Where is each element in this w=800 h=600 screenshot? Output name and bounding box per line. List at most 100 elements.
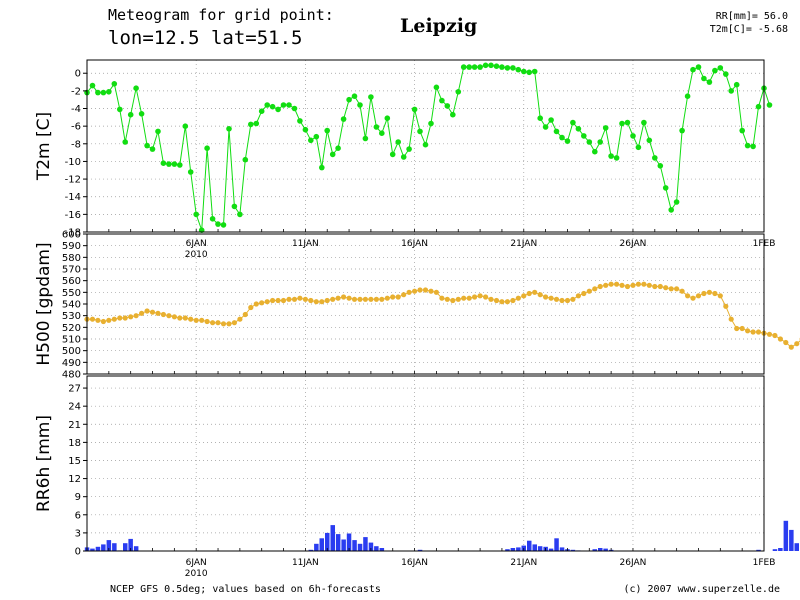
- data-point: [613, 155, 620, 161]
- data-point: [548, 117, 554, 123]
- data-point: [264, 299, 270, 305]
- data-point: [324, 127, 331, 134]
- data-point: [390, 294, 396, 300]
- data-point: [766, 102, 773, 108]
- data-point: [695, 64, 702, 70]
- data-point: [739, 325, 745, 332]
- x-year-label: 2010: [185, 569, 208, 579]
- data-point: [144, 142, 150, 149]
- y-tick-label: 560: [62, 276, 81, 287]
- data-point: [466, 64, 473, 70]
- data-point: [624, 283, 631, 290]
- data-point: [701, 75, 707, 82]
- data-point: [657, 283, 663, 290]
- data-point: [242, 156, 249, 163]
- data-point: [106, 317, 112, 323]
- bar: [128, 538, 133, 551]
- x-tick-label: 21JAN: [510, 558, 537, 568]
- data-point: [586, 288, 592, 294]
- data-point: [592, 148, 598, 155]
- data-point: [543, 294, 549, 300]
- data-point: [673, 199, 680, 205]
- data-point: [422, 287, 429, 293]
- data-point: [411, 106, 418, 113]
- data-point: [488, 62, 494, 69]
- bar: [510, 548, 516, 551]
- data-point: [95, 317, 101, 323]
- data-point: [723, 303, 729, 309]
- x-tick-label: 11JAN: [292, 558, 319, 568]
- data-point: [291, 296, 298, 302]
- series-line: [86, 64, 770, 231]
- y-tick-label: 570: [62, 265, 81, 276]
- panel-frame: [86, 375, 765, 552]
- bar: [783, 520, 789, 551]
- y-tick-label: -10: [65, 157, 81, 168]
- data-point: [177, 315, 183, 321]
- data-point: [379, 296, 385, 302]
- data-layer: [84, 62, 800, 551]
- data-point: [750, 143, 756, 150]
- data-point: [264, 102, 271, 108]
- data-point: [269, 103, 276, 110]
- data-point: [685, 293, 691, 299]
- data-point: [226, 126, 232, 132]
- data-point: [619, 282, 625, 288]
- data-point: [477, 293, 483, 299]
- data-point: [149, 309, 156, 315]
- data-point: [745, 328, 751, 334]
- data-point: [450, 297, 456, 304]
- data-point: [472, 294, 478, 300]
- data-point: [171, 314, 177, 320]
- data-point: [586, 139, 593, 145]
- data-point: [657, 163, 664, 169]
- data-point: [258, 108, 265, 114]
- data-point: [106, 89, 112, 95]
- data-point: [319, 164, 325, 171]
- bar: [335, 534, 341, 551]
- data-point: [461, 295, 467, 301]
- data-point: [428, 120, 434, 127]
- bar: [505, 549, 510, 551]
- bar: [368, 542, 374, 551]
- y-tick-label: 540: [62, 300, 81, 311]
- data-point: [389, 151, 396, 158]
- data-point: [127, 111, 134, 118]
- y-tick-label: 580: [62, 253, 81, 264]
- data-point: [253, 301, 259, 307]
- data-point: [510, 65, 516, 71]
- bar: [527, 540, 532, 551]
- data-point: [335, 145, 341, 151]
- data-point: [302, 296, 308, 302]
- data-point: [483, 294, 489, 300]
- data-point: [772, 332, 778, 339]
- data-point: [400, 154, 407, 160]
- data-point: [635, 144, 642, 151]
- data-point: [744, 142, 751, 149]
- data-point: [149, 146, 156, 152]
- data-point: [646, 137, 653, 144]
- bar: [772, 549, 778, 551]
- data-point: [122, 139, 128, 145]
- footer-source: NCEP GFS 0.5deg; values based on 6h-fore…: [110, 584, 381, 595]
- data-point: [783, 339, 789, 346]
- data-point: [166, 313, 172, 319]
- data-point: [444, 103, 451, 109]
- data-point: [575, 293, 582, 299]
- data-point: [379, 130, 385, 136]
- data-point: [302, 126, 309, 133]
- bar: [548, 548, 554, 551]
- data-point: [706, 79, 713, 85]
- data-point: [690, 66, 696, 73]
- bar: [352, 540, 357, 551]
- y-axis-label: H500 [gpdam]: [34, 242, 54, 365]
- data-point: [679, 288, 685, 294]
- data-point: [499, 299, 505, 305]
- data-point: [662, 185, 669, 191]
- y-tick-label: -14: [65, 192, 81, 203]
- data-point: [510, 297, 516, 304]
- data-point: [220, 321, 227, 327]
- data-point: [723, 71, 729, 77]
- bar: [592, 549, 597, 551]
- data-point: [515, 66, 522, 73]
